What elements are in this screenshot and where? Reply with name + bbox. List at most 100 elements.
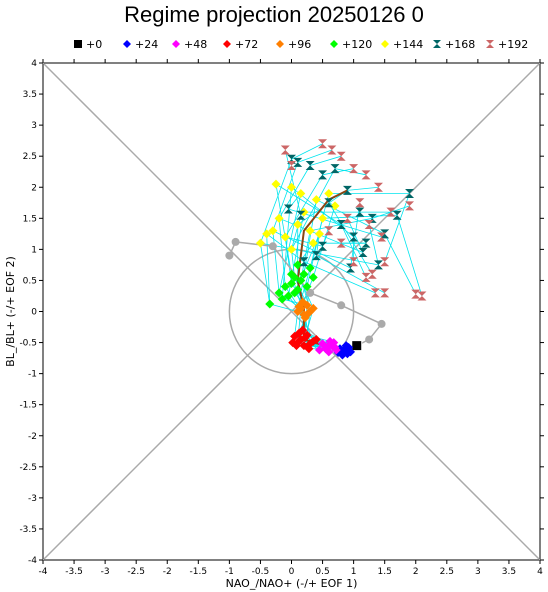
marker-plus120 [277, 294, 287, 304]
marker-plus144 [274, 213, 284, 223]
marker-plus120 [283, 291, 293, 301]
legend: +0 +24 +48 +72 +96 +120 +144 +168 +192 [74, 38, 528, 51]
marker-plus144 [271, 179, 281, 189]
marker-plus168 [330, 164, 340, 174]
diagonal-reference-lines [42, 62, 541, 561]
x-tick-label: 1.5 [378, 567, 392, 577]
marker-plus0 [351, 340, 363, 352]
plot-area [42, 62, 541, 561]
marker-plus48 [329, 338, 339, 348]
marker-plus48 [331, 345, 341, 355]
x-tick-label: -2 [163, 567, 172, 577]
member-connector [272, 230, 280, 293]
x-tick-label: -0.5 [252, 567, 270, 577]
member-connector [396, 215, 423, 297]
marker-plus192 [386, 207, 396, 217]
marker-plus192 [318, 139, 328, 149]
marker-plus72 [288, 338, 298, 348]
control-point [337, 301, 346, 310]
x-tick-label: -1 [225, 567, 234, 577]
marker-plus24 [341, 341, 351, 351]
marker-plus72 [304, 344, 314, 354]
marker-plus24 [346, 347, 356, 357]
marker-plus120 [299, 269, 309, 279]
marker-plus120 [287, 279, 296, 289]
y-tick-label: 0.5 [23, 276, 37, 286]
marker-plus192 [373, 182, 383, 192]
marker-plus168 [318, 241, 328, 251]
x-tick-label: 3 [475, 567, 481, 577]
marker-plus168 [342, 185, 352, 195]
x-tick-label: -4 [39, 567, 48, 577]
marker-plus120 [280, 282, 290, 292]
member-connector [275, 184, 292, 275]
member-connector [260, 159, 292, 244]
control-point [225, 251, 234, 260]
marker-plus168 [355, 207, 365, 217]
marker-plus168 [293, 157, 303, 167]
member-connector [372, 205, 410, 219]
marker-plus192 [355, 198, 365, 208]
control-track [225, 237, 386, 350]
x-tick-label: -1.5 [190, 567, 208, 577]
x-tick-label: -3.5 [65, 567, 83, 577]
marker-plus192 [336, 151, 346, 161]
member-connector [347, 218, 364, 253]
x-tick-label: 2.5 [440, 567, 454, 577]
data-markers [255, 139, 427, 360]
marker-plus144 [308, 238, 318, 248]
marker-plus192 [327, 145, 337, 155]
marker-plus144 [296, 188, 306, 198]
member-connector [269, 303, 298, 312]
y-tick-label: -4 [28, 556, 37, 566]
marker-plus144 [287, 182, 296, 192]
marker-plus168 [324, 198, 334, 208]
member-connector [368, 224, 379, 265]
marker-plus168 [373, 260, 383, 270]
x-tick-label: 1 [351, 567, 357, 577]
marker-plus192 [342, 213, 352, 223]
legend-marker [486, 40, 494, 48]
member-connector [384, 233, 417, 295]
y-tick-label: 3 [31, 121, 37, 131]
y-tick-label: -2 [28, 432, 37, 442]
marker-plus168 [283, 204, 293, 214]
marker-plus192 [417, 291, 427, 301]
legend-marker [223, 40, 231, 48]
member-connector [285, 236, 323, 247]
marker-plus120 [290, 288, 300, 298]
marker-plus168 [361, 238, 371, 248]
control-point [231, 237, 240, 246]
marker-plus168 [358, 247, 368, 257]
member-connector [297, 149, 333, 163]
member-connector [284, 149, 302, 216]
marker-plus192 [336, 238, 346, 248]
legend-label: +120 [342, 38, 372, 51]
marker-plus192 [370, 288, 380, 298]
y-tick-label: 3.5 [23, 90, 37, 100]
marker-plus120 [296, 275, 306, 285]
marker-plus192 [349, 257, 359, 267]
y-tick-label: -1.5 [19, 401, 37, 411]
diagonal-line [42, 62, 541, 561]
control-point [306, 288, 315, 297]
y-tick-label: 0 [31, 308, 37, 318]
marker-plus96 [304, 308, 314, 318]
marker-plus168 [299, 257, 309, 267]
member-connector [322, 168, 354, 176]
marker-plus144 [330, 201, 340, 211]
x-axis-label: NAO_/NAO+ (-/+ EOF 1) [226, 577, 358, 590]
x-axis-ticks: -4 -3.5 -3 -2.5 -2 -1.5 -1 -0.5 0 0.5 1 1.5 2 2.5 3 3.5… [39, 59, 543, 577]
legend-marker [123, 40, 131, 48]
marker-plus168 [296, 210, 306, 220]
legend-marker [330, 40, 338, 48]
marker-plus168 [405, 188, 415, 198]
legend-label: +168 [445, 38, 475, 51]
member-connector [278, 165, 311, 219]
y-tick-label: -1 [28, 370, 37, 380]
legend-label: +48 [184, 38, 207, 51]
y-tick-label: 2.5 [23, 152, 37, 162]
y-tick-label: 1.5 [23, 214, 37, 224]
member-connector [322, 214, 398, 219]
member-connector [384, 193, 410, 262]
